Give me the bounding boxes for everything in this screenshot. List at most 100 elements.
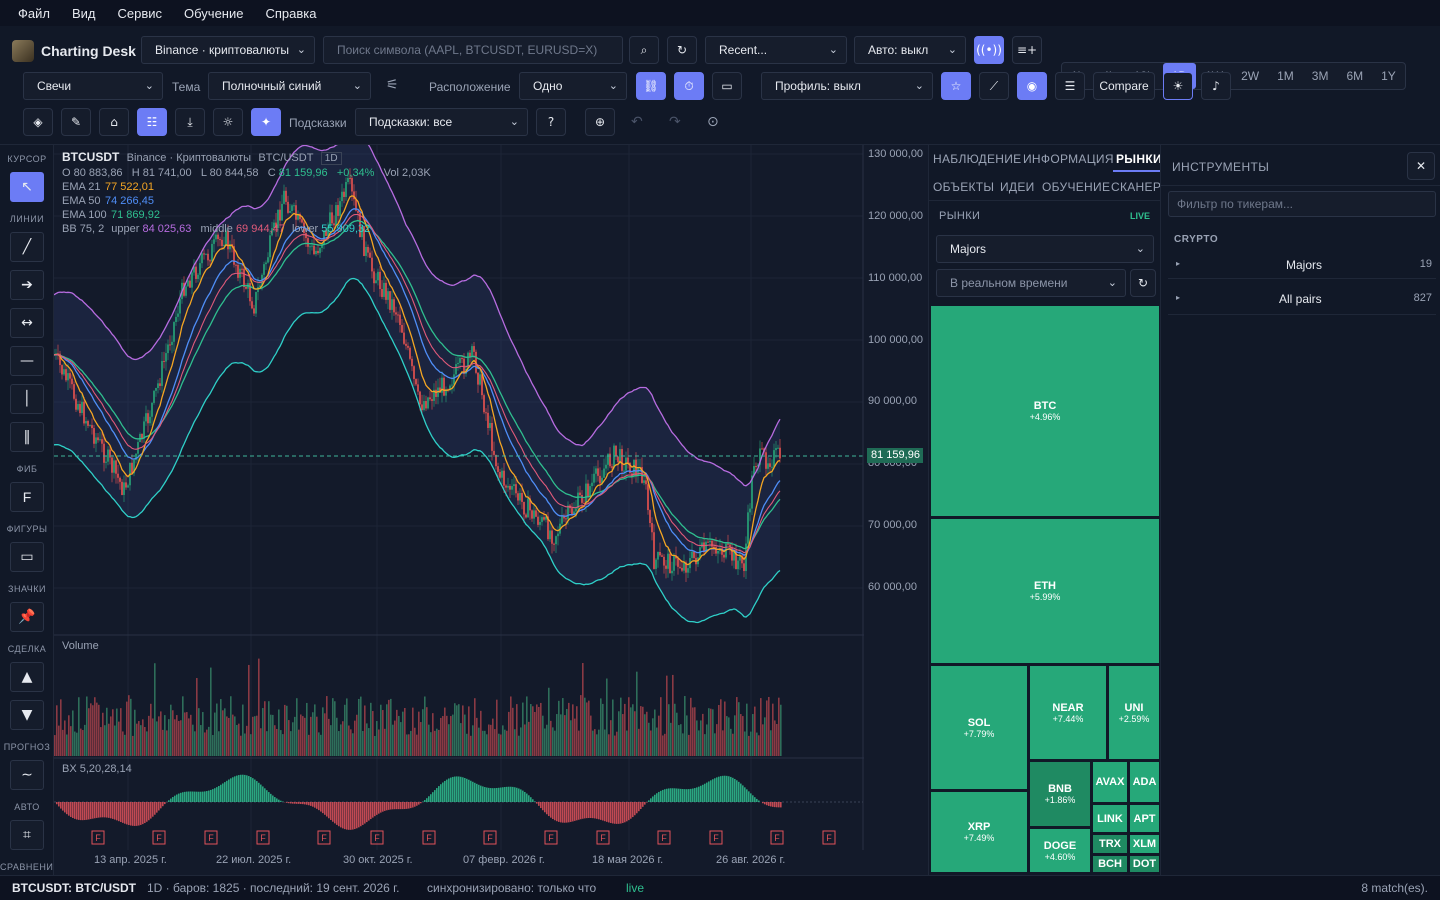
- tf-1m[interactable]: 1M: [1277, 69, 1294, 83]
- brightness-button[interactable]: ☼: [213, 108, 243, 136]
- sliders-icon[interactable]: ⚟: [386, 77, 399, 93]
- candle-body: [61, 365, 63, 375]
- timer-button[interactable]: ⏱: [674, 72, 704, 100]
- auto-select[interactable]: Авто: выкл ⌄: [854, 36, 966, 64]
- heatmap-tile-dot[interactable]: DOT: [1130, 856, 1159, 872]
- mode-select[interactable]: В реальном времени ⌄: [936, 269, 1126, 297]
- list-item[interactable]: ▸ All pairs 827: [1168, 283, 1436, 315]
- crop-tool[interactable]: ⌗: [10, 820, 44, 850]
- rectangle-tool[interactable]: ▭: [10, 542, 44, 572]
- heatmap-tile-apt[interactable]: APT: [1130, 805, 1159, 832]
- ray-tool[interactable]: ➔: [10, 270, 44, 300]
- tf-3m[interactable]: 3M: [1311, 69, 1329, 83]
- heatmap-tile-near[interactable]: NEAR +7.44%: [1030, 666, 1106, 759]
- crosshair-button[interactable]: ⊕: [585, 108, 615, 136]
- search-button[interactable]: ⌕: [629, 36, 659, 64]
- heatmap-tile-link[interactable]: LINK: [1093, 805, 1127, 832]
- heatmap-tile-xrp[interactable]: XRP +7.49%: [931, 792, 1027, 872]
- tab-info[interactable]: ИНФОРМАЦИЯ: [1023, 152, 1114, 166]
- idea-button[interactable]: ☀: [1163, 72, 1193, 100]
- indicator-button[interactable]: ⟋: [979, 72, 1009, 100]
- heatmap-tile-bnb[interactable]: BNB +1.86%: [1030, 762, 1090, 826]
- list-icon: ☷: [146, 115, 158, 129]
- horizontal-line-tool[interactable]: —: [10, 346, 44, 376]
- heatmap-tile-uni[interactable]: UNI +2.59%: [1109, 666, 1159, 759]
- undo-icon[interactable]: ↶: [631, 114, 643, 130]
- panels-button[interactable]: ☰: [1055, 72, 1085, 100]
- heatmap-tile-btc[interactable]: BTC +4.96%: [931, 306, 1159, 516]
- heatmap-tile-xlm[interactable]: XLM: [1130, 835, 1159, 853]
- layers-button[interactable]: ◈: [23, 108, 53, 136]
- watchlist-add-button[interactable]: ≡+: [1012, 36, 1042, 64]
- help-button[interactable]: ?: [536, 108, 566, 136]
- cursor-tool[interactable]: ↖: [10, 172, 44, 202]
- tf-1y[interactable]: 1Y: [1381, 69, 1396, 83]
- menu-learning[interactable]: Обучение: [184, 5, 244, 21]
- ticker-filter-input[interactable]: Фильтр по тикерам...: [1168, 191, 1436, 217]
- redo-icon[interactable]: ↷: [669, 114, 681, 130]
- recent-select[interactable]: Recent... ⌄: [705, 36, 847, 64]
- heatmap-tile-eth[interactable]: ETH +5.99%: [931, 519, 1159, 663]
- volume-bar: [66, 734, 68, 756]
- exchange-select[interactable]: Binance · криптовалюты ⌄: [141, 36, 315, 64]
- fib-tool[interactable]: F: [10, 482, 44, 512]
- menu-file[interactable]: Файл: [18, 5, 50, 21]
- eye-button[interactable]: ◉: [1017, 72, 1047, 100]
- favorite-button[interactable]: ☆: [941, 72, 971, 100]
- tab-objects[interactable]: ОБЪЕКТЫ: [933, 180, 995, 194]
- tf-6m[interactable]: 6M: [1346, 69, 1364, 83]
- chart-area[interactable]: F F F F F F F F F F F F F F BTCUSDT Binance · Криптов…: [54, 145, 928, 875]
- short-position-tool[interactable]: ▼: [10, 700, 44, 730]
- heatmap-tile-trx[interactable]: TRX: [1093, 835, 1127, 853]
- markets-refresh-button[interactable]: ↻: [1130, 269, 1156, 297]
- tab-scanner[interactable]: СКАНЕР: [1111, 180, 1162, 194]
- edit-button[interactable]: ✎: [61, 108, 91, 136]
- heatmap-tile-bch[interactable]: BCH: [1093, 856, 1127, 872]
- screen-button[interactable]: ▭: [712, 72, 742, 100]
- market-group-select[interactable]: Majors ⌄: [936, 235, 1154, 263]
- pin-tool[interactable]: 📌: [10, 602, 44, 632]
- trendline-tool[interactable]: ╱: [10, 232, 44, 262]
- heatmap-tile-ada[interactable]: ADA: [1130, 762, 1159, 802]
- theme-select[interactable]: Полночный синий ⌄: [208, 72, 371, 100]
- reset-icon[interactable]: ⊙: [707, 114, 719, 130]
- candle-body: [161, 360, 163, 386]
- refresh-button[interactable]: ↻: [667, 36, 697, 64]
- list-item[interactable]: ▸ Majors 19: [1168, 249, 1436, 279]
- hints-select[interactable]: Подсказки: все ⌄: [355, 108, 528, 136]
- layout-select[interactable]: Одно ⌄: [519, 72, 627, 100]
- alert-button[interactable]: ♪: [1201, 72, 1231, 100]
- tab-ideas[interactable]: ИДЕИ: [1000, 180, 1035, 194]
- tab-markets[interactable]: РЫНКИ: [1116, 152, 1162, 166]
- link-button[interactable]: ⛓: [636, 72, 666, 100]
- profile-select[interactable]: Профиль: выкл ⌄: [761, 72, 933, 100]
- forecast-tool[interactable]: ∼: [10, 760, 44, 790]
- heatmap-tile-sol[interactable]: SOL +7.79%: [931, 666, 1027, 789]
- symbol-search-input[interactable]: Поиск символа (AAPL, BTCUSDT, EURUSD=X): [323, 36, 623, 64]
- menu-help[interactable]: Справка: [265, 5, 317, 21]
- tab-education[interactable]: ОБУЧЕНИЕ: [1042, 180, 1111, 194]
- volume-bar: [508, 711, 510, 756]
- parallel-channel-tool[interactable]: ‖: [10, 422, 44, 452]
- heatmap-tile-avax[interactable]: AVAX: [1093, 762, 1127, 802]
- long-position-tool[interactable]: ▲: [10, 662, 44, 692]
- candle-body: [627, 457, 629, 463]
- volume-bar: [100, 727, 102, 756]
- list-button[interactable]: ☷: [137, 108, 167, 136]
- menu-service[interactable]: Сервис: [117, 5, 163, 21]
- education-button[interactable]: ⌂: [99, 108, 129, 136]
- close-panel-button[interactable]: ✕: [1407, 152, 1435, 180]
- heatmap-tile-doge[interactable]: DOGE +4.60%: [1030, 829, 1090, 872]
- ai-button[interactable]: ✦: [251, 108, 281, 136]
- compare-button[interactable]: Compare: [1093, 72, 1155, 100]
- download-button[interactable]: ⤓: [175, 108, 205, 136]
- candle-body: [453, 374, 455, 385]
- menu-view[interactable]: Вид: [71, 5, 96, 21]
- chart-type-select[interactable]: Свечи ⌄: [23, 72, 163, 100]
- vertical-line-tool[interactable]: │: [10, 384, 44, 414]
- broadcast-button[interactable]: ((•)): [974, 36, 1004, 64]
- extended-line-tool[interactable]: ↔: [10, 308, 44, 338]
- tf-2w[interactable]: 2W: [1241, 69, 1260, 83]
- tab-watch[interactable]: НАБЛЮДЕНИЕ: [933, 152, 1022, 166]
